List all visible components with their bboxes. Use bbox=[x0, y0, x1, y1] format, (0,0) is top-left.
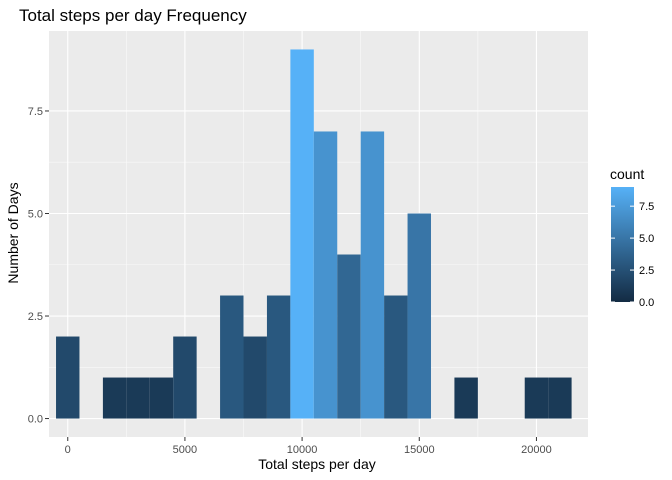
x-tick-label: 10000 bbox=[287, 444, 318, 456]
y-tick-label: 2.5 bbox=[28, 311, 43, 323]
legend-tick-label: 7.5 bbox=[639, 201, 654, 213]
y-axis-label: Number of Days bbox=[5, 182, 21, 283]
x-axis-label: Total steps per day bbox=[258, 456, 376, 472]
color-legend: count 0.0 2.5 5.0 7.5 bbox=[610, 166, 654, 309]
x-tick-label: 20000 bbox=[521, 444, 552, 456]
x-tick-label: 15000 bbox=[404, 444, 435, 456]
legend-ticks: 0.0 2.5 5.0 7.5 bbox=[611, 201, 654, 309]
histogram-bar bbox=[384, 295, 408, 419]
histogram-bar bbox=[243, 336, 267, 419]
x-tick-label: 0 bbox=[65, 444, 71, 456]
x-tick-label: 5000 bbox=[173, 444, 197, 456]
histogram-bar bbox=[454, 377, 478, 419]
histogram-bar bbox=[548, 377, 572, 419]
histogram-bar bbox=[149, 377, 174, 419]
histogram-bar bbox=[220, 295, 244, 419]
y-tick-label: 0.0 bbox=[28, 414, 43, 426]
histogram-bar bbox=[173, 336, 197, 419]
legend-tick-label: 0.0 bbox=[639, 297, 654, 309]
histogram-bar bbox=[407, 213, 431, 419]
histogram-bar bbox=[126, 377, 150, 419]
histogram-bar bbox=[56, 336, 80, 419]
histogram-bar bbox=[524, 377, 549, 419]
legend-title: count bbox=[610, 166, 644, 182]
chart-title: Total steps per day Frequency bbox=[19, 6, 247, 25]
histogram-bar bbox=[290, 49, 314, 419]
y-tick-label: 7.5 bbox=[28, 106, 43, 118]
y-tick-label: 5.0 bbox=[28, 208, 43, 220]
histogram-bars bbox=[56, 49, 572, 419]
histogram-bar bbox=[337, 254, 361, 419]
histogram-bar bbox=[102, 377, 127, 419]
y-axis-ticks: 0.0 2.5 5.0 7.5 bbox=[28, 106, 49, 426]
legend-tick-label: 5.0 bbox=[639, 233, 654, 245]
legend-colorbar bbox=[611, 187, 634, 302]
histogram-bar bbox=[313, 131, 338, 419]
legend-tick-label: 2.5 bbox=[639, 265, 654, 277]
histogram-bar bbox=[360, 131, 385, 419]
x-axis-ticks: 0 5000 10000 15000 20000 bbox=[65, 437, 552, 456]
histogram-bar bbox=[266, 295, 291, 419]
